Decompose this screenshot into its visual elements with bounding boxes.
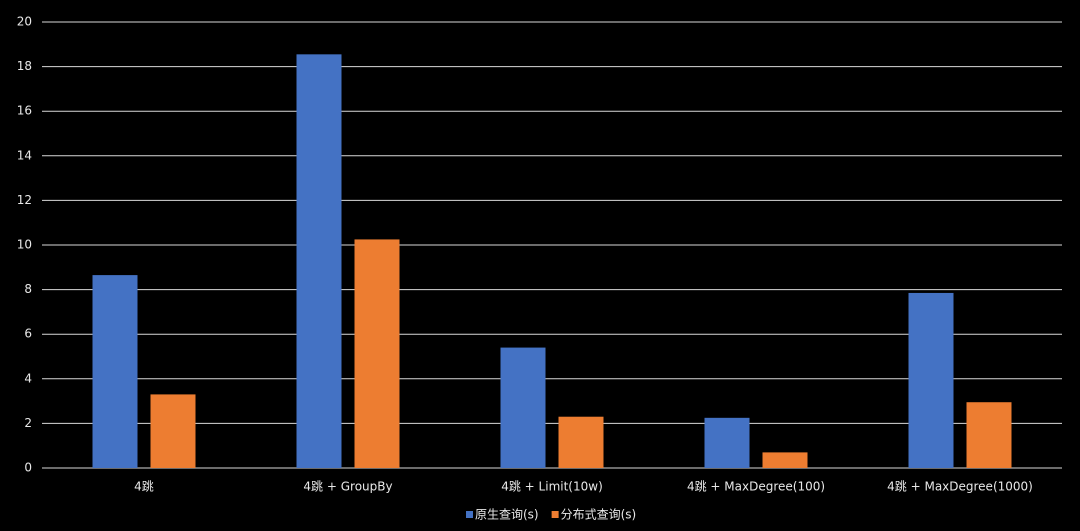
y-tick-label: 10 <box>17 238 32 252</box>
y-tick-label: 2 <box>24 416 32 430</box>
x-tick-label: 4跳 <box>134 480 154 494</box>
bar <box>296 54 342 469</box>
y-tick-label: 14 <box>17 148 32 162</box>
bar <box>354 239 400 468</box>
y-tick-label: 0 <box>24 461 32 475</box>
bar <box>966 402 1012 468</box>
x-tick-label: 4跳 + MaxDegree(100) <box>687 480 825 494</box>
bar <box>150 394 196 468</box>
bar <box>558 416 604 468</box>
x-tick-label: 4跳 + MaxDegree(1000) <box>887 480 1033 494</box>
legend-label: 原生查询(s) <box>475 508 539 522</box>
bar <box>762 452 808 468</box>
legend-label: 分布式查询(s) <box>561 508 637 522</box>
bar <box>908 292 954 468</box>
bar <box>500 347 546 468</box>
y-tick-label: 6 <box>24 327 32 341</box>
y-tick-label: 16 <box>17 104 32 118</box>
legend-swatch <box>466 511 473 518</box>
y-tick-label: 20 <box>17 15 32 29</box>
x-tick-label: 4跳 + Limit(10w) <box>501 480 603 494</box>
bar <box>704 417 750 468</box>
x-tick-label: 4跳 + GroupBy <box>303 480 392 494</box>
y-tick-label: 8 <box>24 282 32 296</box>
y-tick-label: 4 <box>24 371 32 385</box>
y-tick-label: 12 <box>17 193 32 207</box>
legend-swatch <box>551 511 559 518</box>
bar <box>92 275 138 468</box>
y-tick-label: 18 <box>17 59 32 73</box>
